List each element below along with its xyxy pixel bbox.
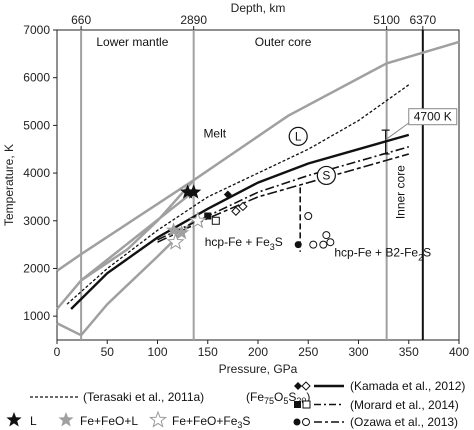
top-axis-title: Depth, km xyxy=(231,1,286,15)
t4700-leader xyxy=(385,122,410,141)
ozawa-open-point xyxy=(304,212,313,220)
x-tick-label: 350 xyxy=(399,345,419,359)
inner-core-label: Inner core xyxy=(394,165,408,219)
y-tick-label: 5000 xyxy=(23,118,50,132)
legend-diamond-open xyxy=(301,381,311,391)
star-fe-feo-fe3s-point xyxy=(166,232,185,250)
x-tick-label: 400 xyxy=(449,345,469,359)
kamada-open-point xyxy=(238,201,248,212)
legend-morard-text: (Morard et al., 2014) xyxy=(350,398,459,412)
legend-star-gray-text: Fe+FeO+L xyxy=(80,414,138,428)
legend-circle-filled xyxy=(293,418,301,426)
legend-square-open xyxy=(302,400,311,409)
legend-kamada-text: (Kamada et al., 2012) xyxy=(350,379,465,393)
star-fe-feo-fe3s-point xyxy=(188,211,207,229)
hcp-fe3s-label: hcp-Fe + Fe3S xyxy=(205,235,283,252)
star-fe-feo-l-point xyxy=(166,222,182,237)
melt-label: Melt xyxy=(203,126,226,140)
l-marker-circle xyxy=(288,126,308,146)
legend-diamond-filled xyxy=(294,382,302,390)
legend-star-l-text: L xyxy=(30,414,37,428)
y-tick-label: 4000 xyxy=(23,166,50,180)
legend-star-open xyxy=(149,410,167,428)
series-line-terasaki-melt xyxy=(66,84,410,305)
region-label: Outer core xyxy=(255,35,312,49)
series-line-geotherm-upper xyxy=(56,40,460,272)
depth-tick-label: 2890 xyxy=(180,13,207,27)
x-tick-label: 300 xyxy=(348,345,368,359)
x-tick-label: 50 xyxy=(101,345,115,359)
t4700-box xyxy=(408,108,458,126)
morard-open-point xyxy=(211,216,220,225)
axes: 0 50 100 150 200 250 300 350 400 1000 2000 3000 4000… xyxy=(2,1,469,376)
legend-ozawa-text: (Ozawa et al., 2013) xyxy=(350,415,458,429)
s-marker-label: S xyxy=(322,168,330,182)
ozawa-open-point xyxy=(326,238,335,247)
legend-star-black xyxy=(6,412,22,427)
legend-star-gray xyxy=(58,412,74,427)
ozawa-open-point xyxy=(319,240,328,249)
depth-tick-label: 5100 xyxy=(373,13,400,27)
y-tick-label: 3000 xyxy=(23,214,50,228)
depth-tick-label: 660 xyxy=(71,13,91,27)
annotations: Lower mantle Outer core Melt L S 4700 K hcp-Fe… xyxy=(96,35,458,263)
x-tick-label: 100 xyxy=(147,345,167,359)
legend-terasaki-formula: (Fe75O5S20) xyxy=(246,390,310,406)
morard-filled-point xyxy=(204,212,212,220)
chart-marks xyxy=(56,40,460,337)
depth-tick-label: 6370 xyxy=(409,13,436,27)
y-tick-label: 2000 xyxy=(23,261,50,275)
series-line-mantle-liquidus xyxy=(80,179,195,282)
t4700-label: 4700 K xyxy=(414,110,452,124)
series-line-ozawa xyxy=(157,153,410,243)
star-l-point xyxy=(180,184,196,199)
x-tick-label: 150 xyxy=(198,345,218,359)
x-tick-label: 0 xyxy=(54,345,61,359)
y-axis-title: Temperature, K xyxy=(2,144,16,226)
y-tick-label: 6000 xyxy=(23,71,50,85)
region-label: Lower mantle xyxy=(96,35,168,49)
x-axis-title: Pressure, GPa xyxy=(219,362,298,376)
ozawa-filled-point xyxy=(294,241,302,249)
legend-circle-open xyxy=(302,418,310,426)
x-tick-label: 200 xyxy=(248,345,268,359)
ozawa-open-point xyxy=(322,231,331,240)
legend-terasaki-text: (Terasaki et al., 2011a) xyxy=(83,390,204,404)
s-marker-circle xyxy=(316,165,336,186)
y-tick-label: 7000 xyxy=(23,23,50,37)
star-l-point xyxy=(186,184,202,199)
kamada-filled-point xyxy=(223,190,232,199)
kamada-open-point xyxy=(231,206,241,216)
hcp-b2-label: hcp-Fe + B2-Fe2S xyxy=(334,246,431,263)
series-line-kamada xyxy=(70,133,410,310)
ozawa-open-point xyxy=(309,240,318,249)
star-fe-feo-l-point xyxy=(174,224,190,240)
y-tick-label: 1000 xyxy=(23,309,50,323)
legend-square-filled xyxy=(294,401,301,408)
l-marker-label: L xyxy=(295,129,302,143)
series-line-mantle-solidus xyxy=(56,219,195,337)
legend: (Terasaki et al., 2011a) (Fe75O5S20) (Kama… xyxy=(6,379,465,430)
x-tick-label: 250 xyxy=(298,345,318,359)
legend-star-open-text: Fe+FeO+Fe3S xyxy=(172,414,250,430)
